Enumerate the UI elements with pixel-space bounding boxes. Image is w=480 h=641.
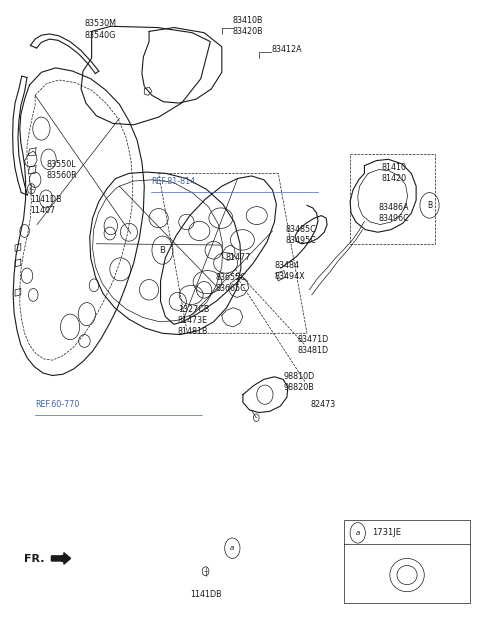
Text: 83530M
83540G: 83530M 83540G bbox=[84, 19, 117, 40]
Text: 1327CB
81473E
81481B: 1327CB 81473E 81481B bbox=[178, 305, 209, 336]
Text: 81477: 81477 bbox=[226, 253, 251, 262]
Text: 81410
81420: 81410 81420 bbox=[381, 163, 406, 183]
Text: 82473: 82473 bbox=[311, 401, 336, 410]
FancyArrow shape bbox=[51, 553, 71, 564]
Text: B: B bbox=[427, 201, 432, 210]
Bar bbox=[350, 154, 435, 244]
Text: 1731JE: 1731JE bbox=[372, 528, 401, 537]
Text: 83550L
83560R: 83550L 83560R bbox=[46, 160, 77, 179]
Text: 83471D
83481D: 83471D 83481D bbox=[298, 335, 329, 355]
Text: 1141DB: 1141DB bbox=[190, 590, 222, 599]
Text: FR.: FR. bbox=[24, 554, 44, 564]
Text: REF.60-770: REF.60-770 bbox=[35, 401, 80, 410]
Text: 83412A: 83412A bbox=[271, 45, 302, 54]
Text: 83485C
83495C: 83485C 83495C bbox=[286, 225, 316, 245]
Text: 83484
83494X: 83484 83494X bbox=[275, 260, 305, 281]
Text: 98810D
98820B: 98810D 98820B bbox=[283, 372, 314, 392]
Text: REF.81-814: REF.81-814 bbox=[152, 177, 195, 186]
Text: 1141DB
11407: 1141DB 11407 bbox=[30, 196, 62, 215]
Text: 83655C
83665C: 83655C 83665C bbox=[215, 273, 246, 294]
Text: a: a bbox=[356, 530, 360, 536]
Text: 83486A
83496C: 83486A 83496C bbox=[379, 203, 409, 223]
Text: 83410B
83420B: 83410B 83420B bbox=[233, 16, 264, 37]
Text: B: B bbox=[159, 246, 166, 254]
Bar bbox=[344, 520, 470, 603]
Text: a: a bbox=[230, 545, 234, 551]
